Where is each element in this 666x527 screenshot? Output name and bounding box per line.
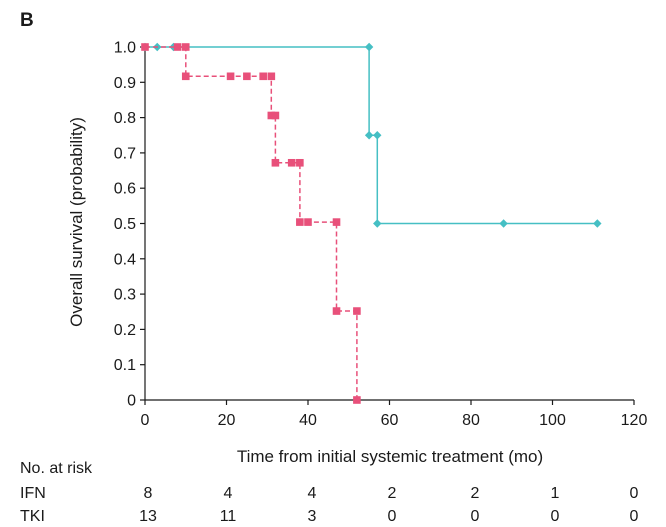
series-1-marker [181,43,190,51]
y-tick-label: 0.7 [114,145,136,162]
series-0 [140,42,602,228]
risk-count: 0 [551,508,560,525]
x-axis-label: Time from initial systemic treatment (mo… [237,447,543,466]
series-1-marker [287,158,296,167]
panel-label: B [20,10,34,31]
x-tick-label: 100 [539,412,566,429]
series-1-marker [296,218,304,226]
series-1-marker [353,307,361,315]
series-1-marker [259,72,267,81]
y-axis-label: Overall survival (probability) [67,117,86,327]
x-tick-label: 120 [621,412,648,429]
series-1-marker [271,158,280,167]
series-1-marker [332,307,341,315]
y-tick-label: 0.5 [114,216,136,233]
x-tick-label: 20 [218,412,236,429]
y-tick-label: 0.1 [114,357,136,374]
y-tick-label: 1.0 [114,40,136,57]
series-1-marker [226,72,235,81]
x-tick-label: 40 [299,412,317,429]
series-1-marker [181,72,190,81]
series-0-marker [364,131,374,140]
series-layer [140,42,602,404]
risk-count: 8 [144,485,153,502]
risk-row-label: TKI [20,508,45,525]
risk-count: 4 [224,485,233,502]
risk-table: No. at risk IFN 8 4 4 2 2 1 0 TKI 13 11 3 0 0 0 0 [20,460,639,525]
y-tick-label: 0.2 [114,322,136,339]
risk-count: 11 [220,508,237,525]
series-1-marker [267,111,276,120]
risk-table-title: No. at risk [20,460,93,477]
risk-count: 0 [471,508,480,525]
series-1-marker [267,72,276,81]
risk-count: 4 [308,485,317,502]
risk-count: 13 [139,508,157,525]
series-1-marker [243,72,251,81]
series-1-marker [271,111,280,120]
series-0-marker [364,42,374,52]
x-tick-label: 0 [141,412,150,429]
y-tick-label: 0.4 [114,251,136,268]
series-1-marker [141,43,149,51]
risk-count: 0 [630,508,639,525]
series-1-line [145,46,358,400]
series-1-marker [304,218,312,226]
risk-count: 2 [471,485,480,502]
y-tick-label: 0.8 [114,110,136,127]
risk-count: 3 [308,508,317,525]
risk-count: 0 [630,485,639,502]
risk-count: 1 [551,485,560,502]
x-tick-label: 60 [381,412,399,429]
series-0-marker [373,219,382,228]
series-1 [141,43,361,404]
risk-count: 0 [388,508,397,525]
y-tick-label: 0.9 [114,75,136,92]
y-tick-label: 0.6 [114,181,136,198]
series-0-marker [593,219,602,228]
y-tick-label: 0 [127,393,136,410]
series-1-marker [296,158,304,167]
series-0-marker [373,131,382,140]
series-0-marker [499,219,508,228]
x-tick-label: 80 [462,412,480,429]
series-1-marker [173,43,182,51]
y-tick-label: 0.3 [114,287,136,304]
risk-row-label: IFN [20,485,46,502]
series-1-marker [332,218,341,226]
axes: 0 0.1 0.2 0.3 0.4 0.5 0.6 0.7 0.8 0.9 1.0 0 20 40 60 80… [114,40,648,430]
risk-count: 2 [388,485,397,502]
series-1-marker [353,396,361,404]
